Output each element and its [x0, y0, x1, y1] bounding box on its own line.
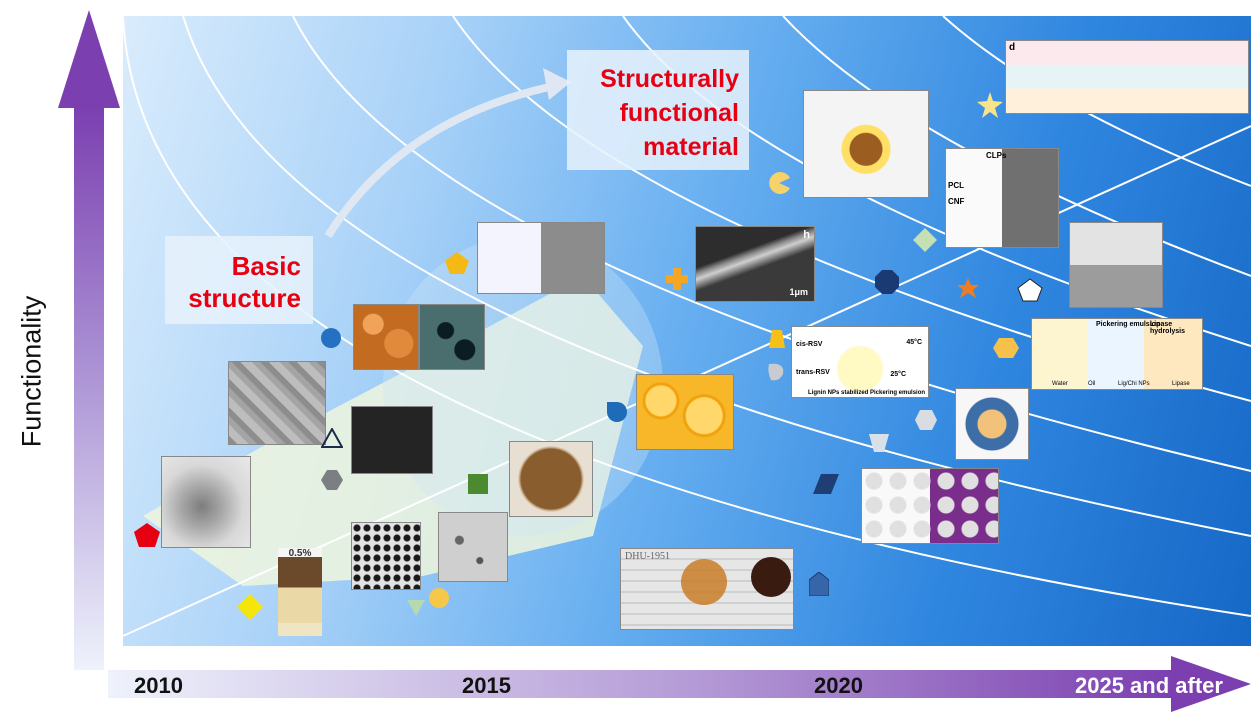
tem-dispersed-image: [438, 512, 508, 582]
x-tick-2025-and-after: 2025 and after: [1075, 673, 1223, 698]
droplet-foam-orange-image: [353, 304, 419, 370]
hexagon-gray-icon: [321, 470, 343, 490]
rsv-caption: Lignin NPs stabilized Pickering emulsion: [808, 390, 926, 396]
trapezoid-yellow-icon: [769, 330, 785, 348]
hexagon-light-icon: [915, 410, 937, 430]
clp-label: CLPs: [986, 151, 1007, 160]
porous-sem-image: [419, 304, 485, 370]
x-tick-2015: 2015: [462, 673, 511, 698]
square-green-icon: [468, 474, 488, 494]
dark-dispersion-image: [351, 406, 433, 474]
circle-yellow-icon: [429, 588, 449, 608]
lipase-hydrolysis-label: Lipase hydrolysis: [1150, 321, 1186, 335]
trapezoid-light-icon: [869, 434, 889, 452]
sem-cross-section-image: h 1μm: [695, 226, 815, 302]
sem-particles-image: [228, 361, 326, 445]
nanoparticle-grid-image: [351, 522, 421, 590]
legend-oil: Oil: [1088, 381, 1096, 387]
basic-structure-callout: Basic structure: [165, 236, 313, 324]
sem-scale-bar: 1μm: [789, 287, 808, 297]
pickering-micrographs-image: [1069, 222, 1163, 308]
rsv-trans-label: trans-RSV: [796, 369, 830, 376]
rsv-45c-label: 45°C: [906, 339, 922, 346]
cnf-label: CNF: [948, 197, 965, 206]
x-axis-arrow: [108, 656, 1251, 712]
legend-lig-chi: Lig/Chi NPs: [1118, 381, 1150, 387]
resveratrol-emulsion-image: cis-RSV trans-RSV 45°C 25°C Lignin NPs s…: [791, 326, 929, 398]
triangle-down-green-icon: [407, 600, 425, 616]
tem-aggregate-image: [161, 456, 251, 548]
star-orange-icon: [957, 278, 979, 298]
pacman-yellow-icon: [769, 172, 790, 194]
lignin-chemistry-image: d: [1005, 40, 1249, 114]
pentagon-red-icon: [134, 523, 160, 547]
callout-line: functional: [619, 99, 739, 127]
emulsion-schematic-image: [477, 222, 605, 294]
x-tick-2020: 2020: [814, 673, 863, 698]
x-tick-2010: 2010: [134, 673, 183, 698]
callout-line: structure: [188, 283, 301, 313]
structural-material-callout: Structurally functional material: [567, 50, 749, 170]
blob-gray-icon: [768, 363, 784, 381]
rsv-cis-label: cis-RSV: [796, 341, 823, 348]
orange-droplets-image: [636, 374, 734, 450]
dhu-film-text: DHU-1951: [625, 551, 670, 562]
pentagon-outline-icon: [1017, 278, 1043, 302]
home-blue-icon: [809, 572, 829, 596]
pickering-label: Pickering emulsion: [1096, 321, 1161, 328]
right-inset-letter: d: [1009, 42, 1016, 53]
color-wells-image: [861, 468, 999, 544]
callout-line: Structurally: [600, 65, 739, 93]
clp-composite-image: CLPs PCL CNF: [945, 148, 1059, 248]
jar-label: 0.5%: [288, 548, 312, 559]
dhu-film-image: DHU-1951: [620, 548, 794, 630]
jar-sample-image: 0.5%: [278, 548, 322, 636]
legend-lipase: Lipase: [1172, 381, 1190, 387]
lipase-hydrolysis-image: Pickering emulsion Lipase hydrolysis Wat…: [1031, 318, 1203, 390]
hexagon-yellow-icon: [993, 338, 1019, 358]
nanoparticle-assembly-image: [803, 90, 929, 198]
diamond-yellow-icon: [237, 594, 263, 620]
droplet-microscope-image: [509, 441, 593, 517]
rsv-25c-label: 25°C: [890, 371, 906, 378]
diamond-green-icon: [913, 228, 937, 252]
sem-panel-letter: h: [803, 229, 810, 241]
callout-line: Basic: [231, 251, 301, 281]
octagon-navy-icon: [875, 270, 899, 294]
legend-water: Water: [1052, 381, 1068, 387]
y-axis-arrow: [58, 10, 120, 670]
cross-orange-icon: [666, 268, 688, 290]
pcl-label: PCL: [948, 181, 964, 190]
triangle-outline-icon: [321, 428, 343, 448]
drop-blue-icon: [607, 402, 627, 422]
timeline-panel: Basic structure Structurally functional …: [123, 16, 1251, 646]
parallelogram-navy-icon: [813, 474, 839, 494]
lignin-schematic-image: [955, 388, 1029, 460]
callout-line: material: [643, 133, 739, 161]
pentagon-yellow-icon: [445, 252, 469, 274]
circle-blue-icon: [321, 328, 341, 348]
y-axis-label: Functionality: [16, 295, 47, 448]
star-yellow-icon: [977, 92, 1003, 118]
